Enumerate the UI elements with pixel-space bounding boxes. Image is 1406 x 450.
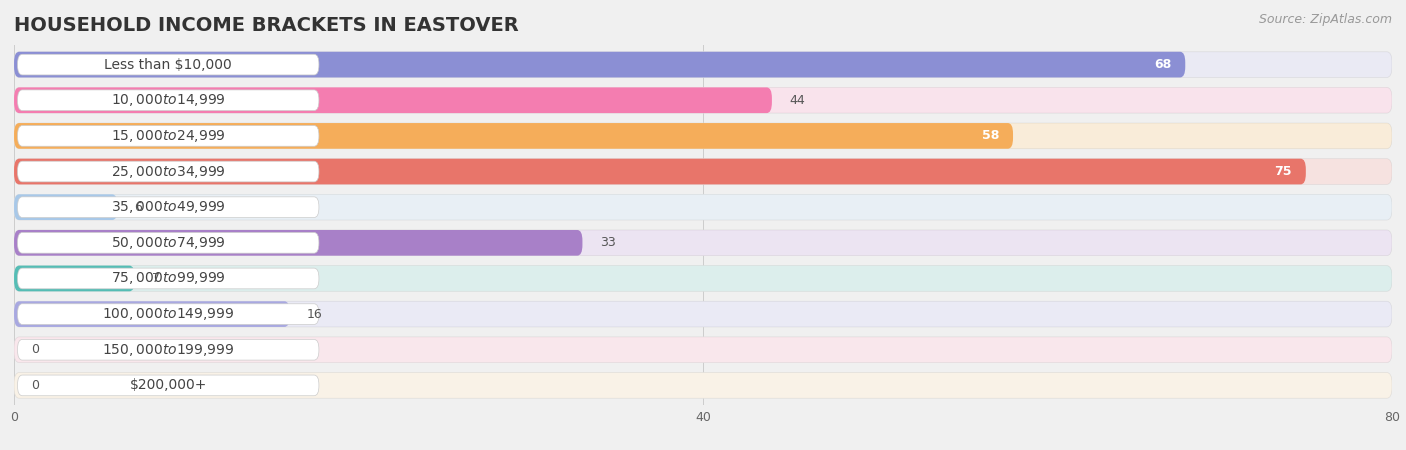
FancyBboxPatch shape — [14, 230, 582, 256]
Text: $150,000 to $199,999: $150,000 to $199,999 — [103, 342, 235, 358]
Text: HOUSEHOLD INCOME BRACKETS IN EASTOVER: HOUSEHOLD INCOME BRACKETS IN EASTOVER — [14, 16, 519, 35]
FancyBboxPatch shape — [14, 52, 1392, 77]
FancyBboxPatch shape — [14, 337, 1392, 363]
FancyBboxPatch shape — [14, 302, 1392, 327]
FancyBboxPatch shape — [14, 230, 1392, 256]
FancyBboxPatch shape — [14, 194, 1392, 220]
FancyBboxPatch shape — [14, 52, 1185, 77]
FancyBboxPatch shape — [14, 87, 1392, 113]
Text: 0: 0 — [31, 379, 39, 392]
FancyBboxPatch shape — [14, 266, 1392, 291]
FancyBboxPatch shape — [14, 87, 1392, 113]
FancyBboxPatch shape — [14, 194, 1392, 220]
FancyBboxPatch shape — [14, 123, 1392, 148]
Text: $15,000 to $24,999: $15,000 to $24,999 — [111, 128, 225, 144]
Text: 58: 58 — [981, 130, 1000, 142]
FancyBboxPatch shape — [17, 268, 319, 289]
Text: 16: 16 — [307, 308, 322, 320]
Text: $35,000 to $49,999: $35,000 to $49,999 — [111, 199, 225, 215]
Text: $25,000 to $34,999: $25,000 to $34,999 — [111, 163, 225, 180]
FancyBboxPatch shape — [14, 123, 1392, 148]
FancyBboxPatch shape — [17, 197, 319, 217]
FancyBboxPatch shape — [14, 302, 1392, 327]
Text: $200,000+: $200,000+ — [129, 378, 207, 392]
Text: 7: 7 — [152, 272, 160, 285]
FancyBboxPatch shape — [14, 266, 135, 291]
FancyBboxPatch shape — [14, 52, 1392, 77]
FancyBboxPatch shape — [14, 373, 1392, 398]
Text: Source: ZipAtlas.com: Source: ZipAtlas.com — [1258, 14, 1392, 27]
FancyBboxPatch shape — [17, 339, 319, 360]
FancyBboxPatch shape — [14, 230, 1392, 256]
FancyBboxPatch shape — [17, 90, 319, 111]
Text: 68: 68 — [1154, 58, 1171, 71]
FancyBboxPatch shape — [17, 54, 319, 75]
FancyBboxPatch shape — [14, 302, 290, 327]
FancyBboxPatch shape — [14, 123, 1012, 148]
FancyBboxPatch shape — [14, 194, 118, 220]
Text: Less than $10,000: Less than $10,000 — [104, 58, 232, 72]
FancyBboxPatch shape — [17, 233, 319, 253]
Text: 44: 44 — [789, 94, 804, 107]
FancyBboxPatch shape — [14, 159, 1392, 184]
Text: 0: 0 — [31, 343, 39, 356]
FancyBboxPatch shape — [17, 126, 319, 146]
Text: 75: 75 — [1275, 165, 1292, 178]
FancyBboxPatch shape — [14, 159, 1306, 184]
Text: $10,000 to $14,999: $10,000 to $14,999 — [111, 92, 225, 108]
FancyBboxPatch shape — [17, 375, 319, 396]
FancyBboxPatch shape — [14, 373, 1392, 398]
FancyBboxPatch shape — [14, 87, 772, 113]
FancyBboxPatch shape — [14, 266, 1392, 291]
FancyBboxPatch shape — [14, 337, 1392, 363]
FancyBboxPatch shape — [17, 304, 319, 324]
Text: 6: 6 — [135, 201, 142, 214]
Text: $50,000 to $74,999: $50,000 to $74,999 — [111, 235, 225, 251]
Text: 33: 33 — [599, 236, 616, 249]
FancyBboxPatch shape — [17, 161, 319, 182]
FancyBboxPatch shape — [14, 159, 1392, 184]
Text: $100,000 to $149,999: $100,000 to $149,999 — [103, 306, 235, 322]
Text: $75,000 to $99,999: $75,000 to $99,999 — [111, 270, 225, 287]
